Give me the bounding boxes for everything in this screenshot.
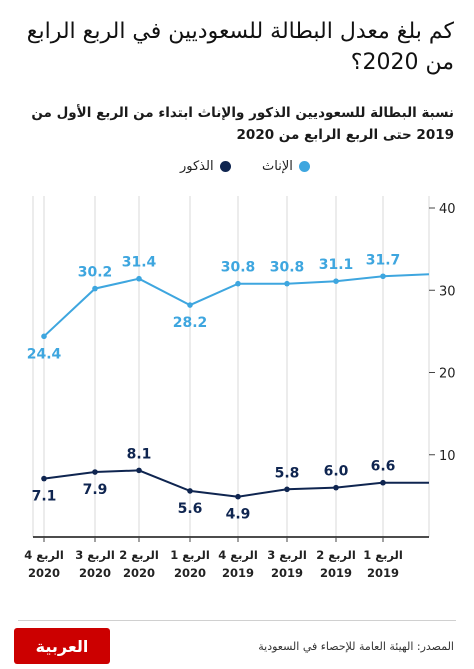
source-note: المصدر: الهيئة العامة للإحصاء في السعودي… [258,640,454,653]
data-point-female [333,278,339,285]
legend-label-male: الذكور [180,159,214,174]
data-point-male [380,479,386,486]
chart-subtitle: نسبة البطالة للسعوديين الذكور والإناث اب… [31,105,454,143]
data-point-male [333,484,339,491]
legend-marker-male [219,161,231,172]
data-point-female [136,275,142,282]
legend-label-female: الإناث [262,159,293,174]
data-point-female [235,280,241,287]
data-point-male [187,488,193,494]
chart-title: كم بلغ معدل البطالة للسعوديين في الربع ا… [26,19,454,75]
x-tick-label-quarter: الربع 3 [75,548,115,562]
data-point-male [284,486,290,493]
x-tick-label-year: 2019 [271,566,303,580]
y-tick-label: 30 [439,284,456,299]
data-point-female [284,280,290,287]
data-point-male [92,469,98,475]
data-point-female [41,333,47,340]
x-tick-label-year: 2019 [222,566,254,580]
data-point-female [187,302,193,308]
data-label-male: 6.0 [324,464,349,480]
data-point-male [41,475,47,482]
y-tick-label: 20 [439,367,456,382]
news-logo: العربية [14,628,110,664]
x-tick-label-year: 2020 [174,566,206,580]
legend-item-female: الإناث [262,159,310,174]
y-tick-label: 10 [439,449,456,464]
data-label-female: 31.7 [366,252,401,268]
data-point-male [136,467,142,474]
x-tick-label-quarter: الربع 1 [363,548,403,562]
x-tick-label-quarter: الربع 1 [170,548,210,562]
data-label-male: 6.6 [371,459,396,475]
data-label-female: 30.2 [78,265,113,281]
x-tick-label-quarter: الربع 4 [218,548,258,562]
x-tick-label-year: 2020 [123,566,155,580]
x-tick-label-quarter: الربع 4 [24,548,64,562]
data-label-male: 5.6 [178,501,203,517]
data-label-female: 30.8 [221,260,256,276]
x-tick-label-year: 2019 [367,566,399,580]
data-label-female: 30.8 [270,260,305,276]
data-label-female: 24.4 [27,346,62,362]
legend-marker-female [298,161,310,172]
data-point-male [235,493,241,500]
legend: الإناث الذكور [0,155,474,183]
x-tick-label-quarter: الربع 2 [316,548,356,562]
data-label-male: 8.1 [127,446,152,462]
legend-item-male: الذكور [180,159,231,174]
data-label-male: 7.1 [32,489,57,505]
data-label-female: 28.2 [173,315,208,331]
x-tick-label-quarter: الربع 2 [119,548,159,562]
data-label-female: 31.1 [319,257,354,273]
footer-divider [18,620,456,621]
data-point-female [92,285,98,292]
y-tick-label: 40 [439,202,456,217]
x-tick-label-year: 2019 [320,566,352,580]
data-label-male: 4.9 [226,507,251,523]
x-tick-label-quarter: الربع 3 [267,548,307,562]
data-label-male: 7.9 [83,482,108,498]
data-label-male: 5.8 [275,465,300,481]
data-label-female: 31.4 [122,255,157,271]
x-tick-label-year: 2020 [28,566,60,580]
data-point-female [380,273,386,280]
logo-text: العربية [35,636,89,656]
x-tick-label-year: 2020 [79,566,111,580]
